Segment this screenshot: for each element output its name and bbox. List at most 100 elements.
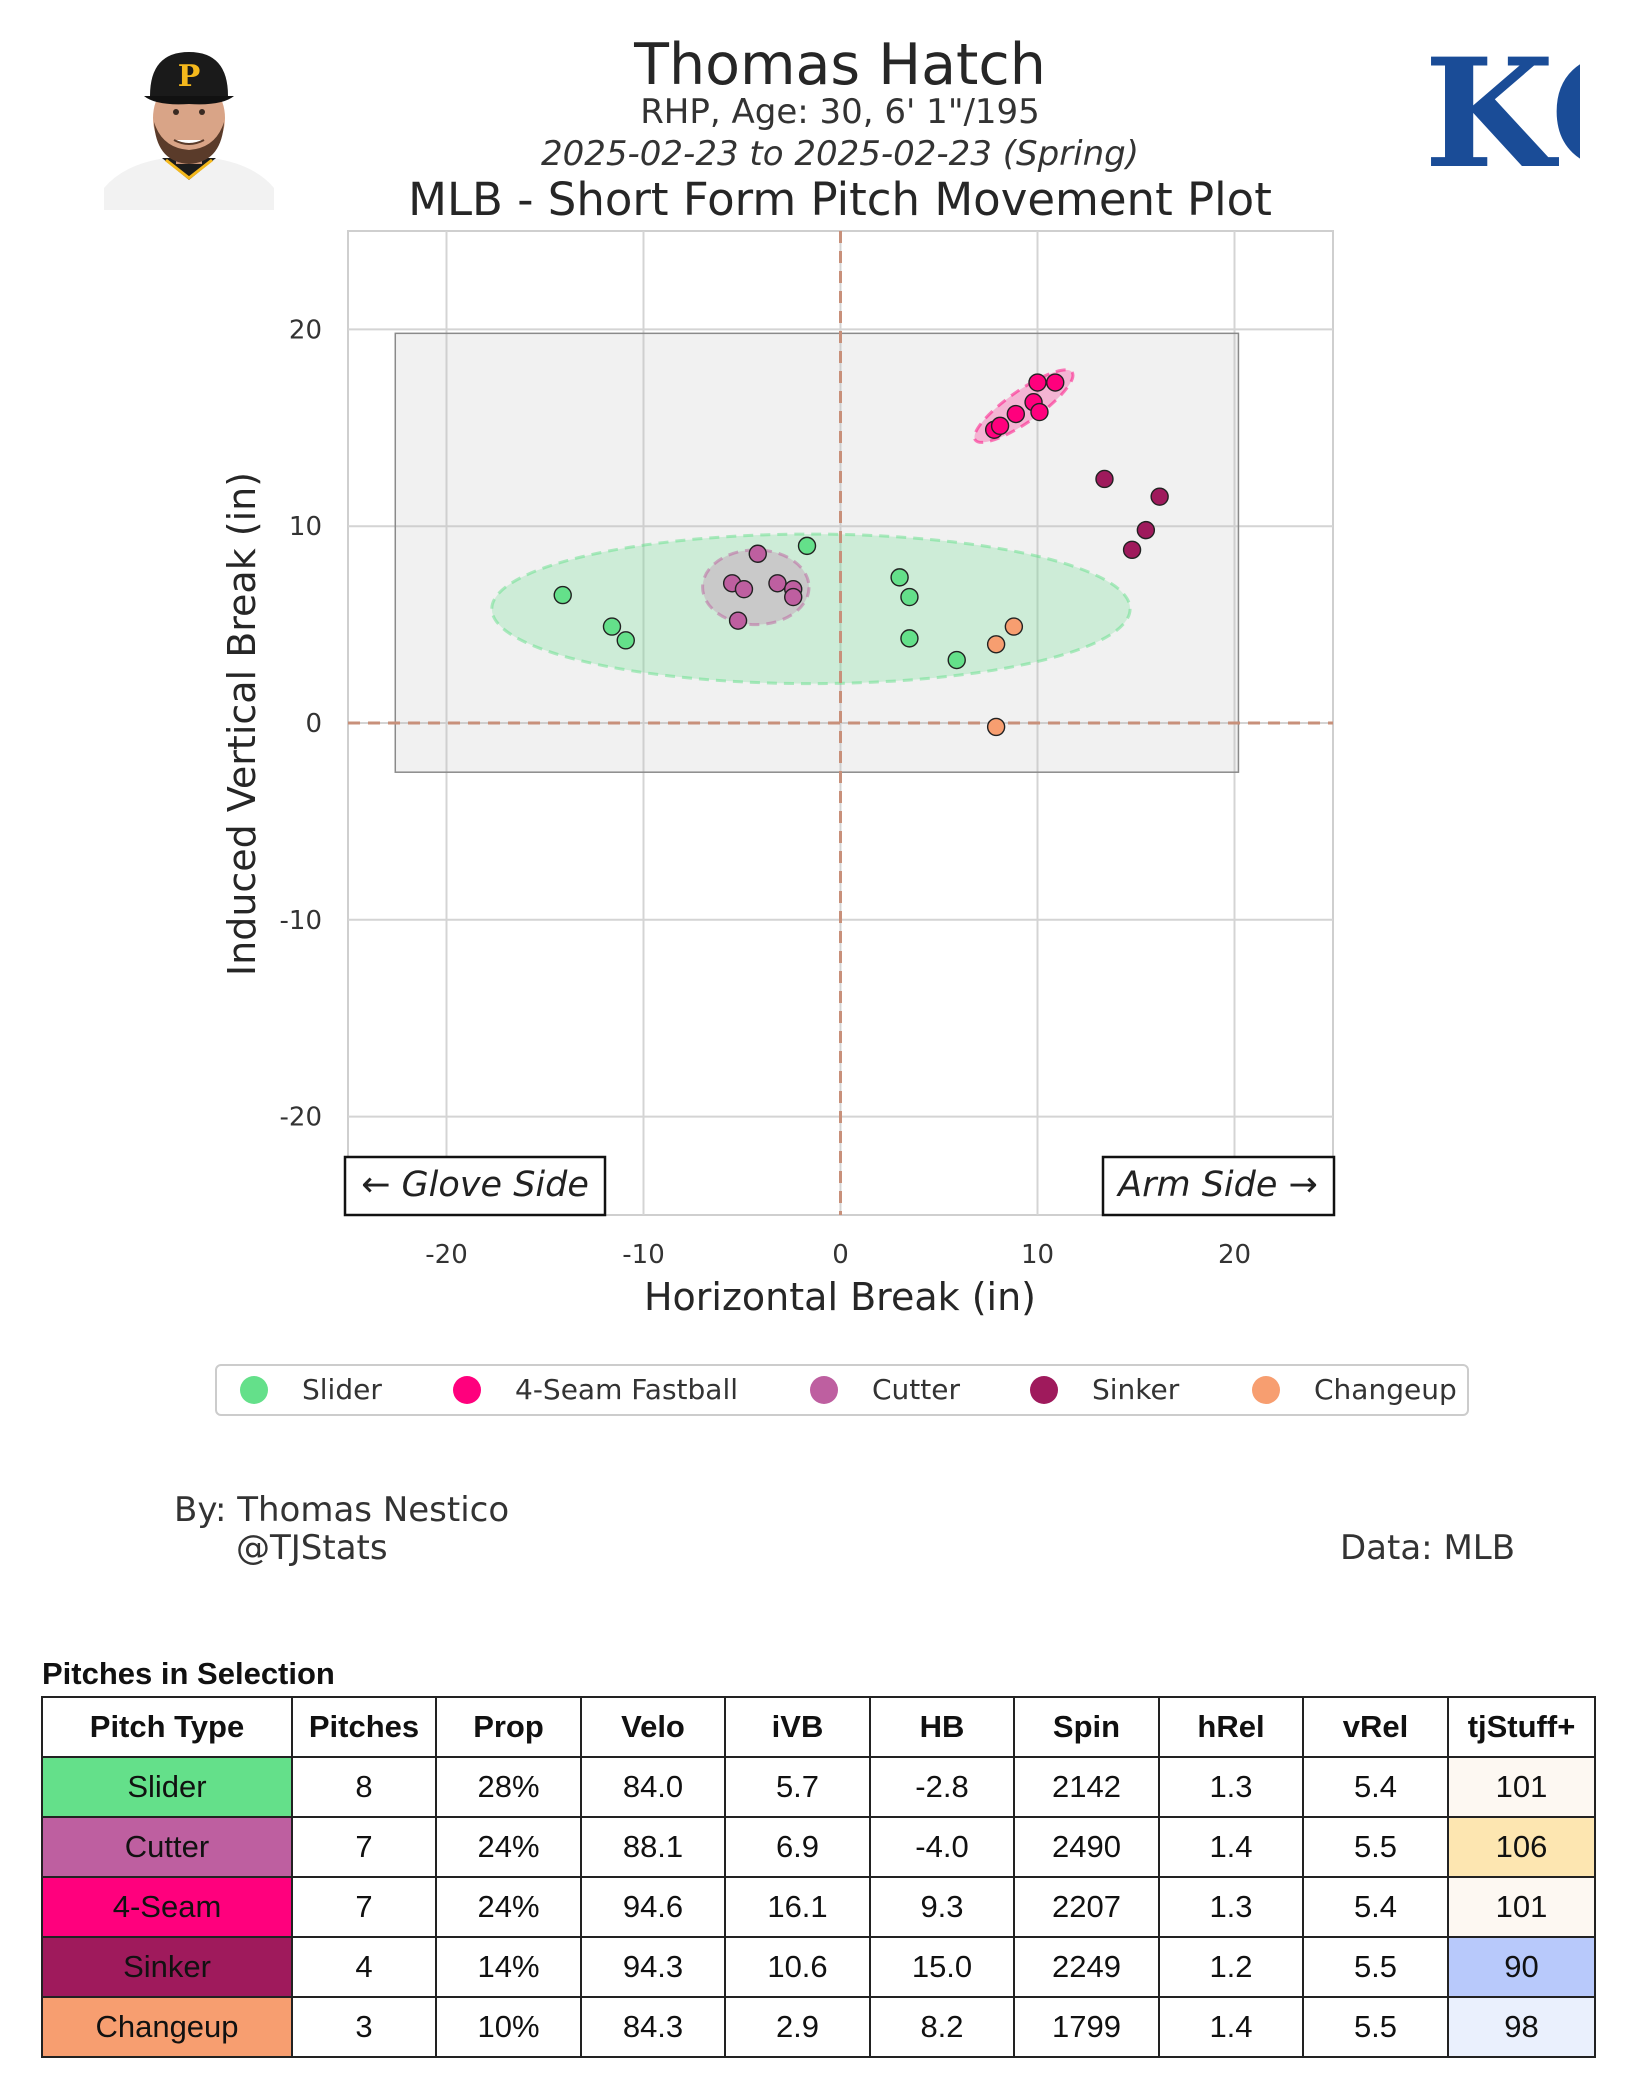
pitch-type-cell: Cutter xyxy=(41,1816,293,1878)
movement-chart: -20 -10 0 10 20 -20 -10 0 10 20 ← Glove Side Arm Si… xyxy=(215,230,1469,1416)
table-header-row: Pitch Type Pitches Prop Velo iVB HB Spin hRel vR… xyxy=(41,1696,1596,1758)
table-cell: 5.4 xyxy=(1302,1756,1449,1818)
legend xyxy=(215,1364,1469,1416)
svg-text:P: P xyxy=(178,59,201,94)
tjstuff-cell: 98 xyxy=(1447,1996,1596,2058)
table-cell: 5.4 xyxy=(1302,1876,1449,1938)
x-tick-label: 10 xyxy=(1021,1240,1054,1270)
table-row: 4-Seam 7 24% 94.6 16.1 9.3 2207 1.3 5.4 101 xyxy=(41,1876,1596,1938)
table-cell: 1.4 xyxy=(1158,1996,1304,2058)
table-row: Sinker 4 14% 94.3 10.6 15.0 2249 1.2 5.5 90 xyxy=(41,1936,1596,1998)
pitch-table: Pitch Type Pitches Prop Velo iVB HB Spin hRel vR… xyxy=(41,1696,1596,2058)
table-cell: 7 xyxy=(291,1816,437,1878)
table-cell: 84.3 xyxy=(580,1996,726,2058)
table-cell: 2.9 xyxy=(724,1996,871,2058)
y-axis-label: Induced Vertical Break (in) xyxy=(220,472,264,976)
table-cell: 1.4 xyxy=(1158,1816,1304,1878)
author-handle: @TJStats xyxy=(236,1528,388,1568)
glove-side-label: ← Glove Side xyxy=(361,1165,589,1205)
tjstuff-cell: 101 xyxy=(1447,1756,1596,1818)
table-cell: 3 xyxy=(291,1996,437,2058)
plot-title: MLB - Short Form Pitch Movement Plot xyxy=(408,173,1272,226)
table-row: Changeup 3 10% 84.3 2.9 8.2 1799 1.4 5.5 98 xyxy=(41,1996,1596,2058)
legend-marker xyxy=(240,1376,268,1404)
data-point xyxy=(797,536,817,556)
x-axis-label: Horizontal Break (in) xyxy=(644,1275,1036,1319)
author-credit: By: Thomas Nestico xyxy=(174,1490,510,1530)
column-header: Velo xyxy=(580,1696,726,1758)
y-tick-label: -10 xyxy=(280,906,322,936)
data-point xyxy=(553,585,572,605)
x-tick-label: -10 xyxy=(622,1240,664,1270)
y-tick-label: 20 xyxy=(289,315,322,345)
tjstuff-cell: 101 xyxy=(1447,1876,1596,1938)
data-source: Data: MLB xyxy=(1340,1528,1516,1568)
table-cell: 9.3 xyxy=(869,1876,1015,1938)
table-cell: 88.1 xyxy=(580,1816,726,1878)
data-point xyxy=(1150,487,1169,506)
legend-label: Cutter xyxy=(872,1373,960,1406)
data-point xyxy=(1028,373,1047,392)
x-tick-label: -20 xyxy=(425,1240,467,1270)
player-bio: RHP, Age: 30, 6' 1"/195 xyxy=(640,92,1040,132)
table-cell: 1.3 xyxy=(1158,1756,1304,1818)
legend-marker xyxy=(453,1376,481,1404)
table-cell: 94.3 xyxy=(580,1936,726,1998)
data-point xyxy=(1136,520,1156,540)
column-header: iVB xyxy=(724,1696,871,1758)
table-cell: 5.5 xyxy=(1302,1996,1449,2058)
table-cell: 1.2 xyxy=(1158,1936,1304,1998)
data-point xyxy=(890,568,909,587)
legend-label: Changeup xyxy=(1314,1373,1457,1406)
data-point xyxy=(1095,469,1114,489)
team-logo-text: KC xyxy=(1424,44,1580,202)
data-point xyxy=(616,631,635,650)
table-cell: 84.0 xyxy=(580,1756,726,1818)
column-header: Pitch Type xyxy=(41,1696,293,1758)
table-cell: 7 xyxy=(291,1876,437,1938)
player-headshot: P xyxy=(104,52,274,210)
glove-side-box xyxy=(343,1155,607,1217)
data-point xyxy=(1122,540,1142,560)
table-cell: 10% xyxy=(435,1996,582,2058)
legend-marker xyxy=(1252,1376,1280,1404)
table-cell: 8 xyxy=(291,1756,437,1818)
table-cell: 1799 xyxy=(1013,1996,1160,2058)
pitch-type-cell: 4-Seam xyxy=(41,1876,293,1938)
table-cell: -4.0 xyxy=(869,1816,1015,1878)
pitch-type-cell: Slider xyxy=(41,1756,293,1818)
table-caption: Pitches in Selection xyxy=(42,1656,335,1691)
table-cell: 5.7 xyxy=(724,1756,871,1818)
typical-range-box xyxy=(394,332,1240,773)
x-tick-label: 0 xyxy=(832,1240,849,1270)
table-cell: 10.6 xyxy=(724,1936,871,1998)
column-header: Spin xyxy=(1013,1696,1160,1758)
table-row: Slider 8 28% 84.0 5.7 -2.8 2142 1.3 5.4 101 xyxy=(41,1756,1596,1818)
data-point xyxy=(602,617,622,636)
table-cell: 15.0 xyxy=(869,1936,1015,1998)
pitch-type-cell: Changeup xyxy=(41,1996,293,2058)
data-point xyxy=(768,574,787,593)
table-row: Cutter 7 24% 88.1 6.9 -4.0 2490 1.4 5.5 106 xyxy=(41,1816,1596,1878)
data-point xyxy=(1004,617,1024,636)
data-point xyxy=(947,650,966,670)
arm-side-box xyxy=(1101,1155,1336,1217)
table-cell: -2.8 xyxy=(869,1756,1015,1818)
data-point xyxy=(734,579,754,599)
table-cell: 28% xyxy=(435,1756,582,1818)
data-point xyxy=(748,544,767,563)
column-header: tjStuff+ xyxy=(1447,1696,1596,1758)
data-point xyxy=(1046,373,1065,392)
table-cell: 5.5 xyxy=(1302,1936,1449,1998)
table-cell: 2249 xyxy=(1013,1936,1160,1998)
table-cell: 14% xyxy=(435,1936,582,1998)
y-tick-label: 0 xyxy=(305,709,322,739)
density-ellipse xyxy=(701,548,811,627)
table-cell: 2142 xyxy=(1013,1756,1160,1818)
legend-label: 4-Seam Fastball xyxy=(515,1373,738,1406)
column-header: hRel xyxy=(1158,1696,1304,1758)
table-cell: 24% xyxy=(435,1876,582,1938)
data-point xyxy=(900,629,919,648)
legend-marker xyxy=(1030,1376,1058,1404)
data-point xyxy=(986,717,1006,737)
